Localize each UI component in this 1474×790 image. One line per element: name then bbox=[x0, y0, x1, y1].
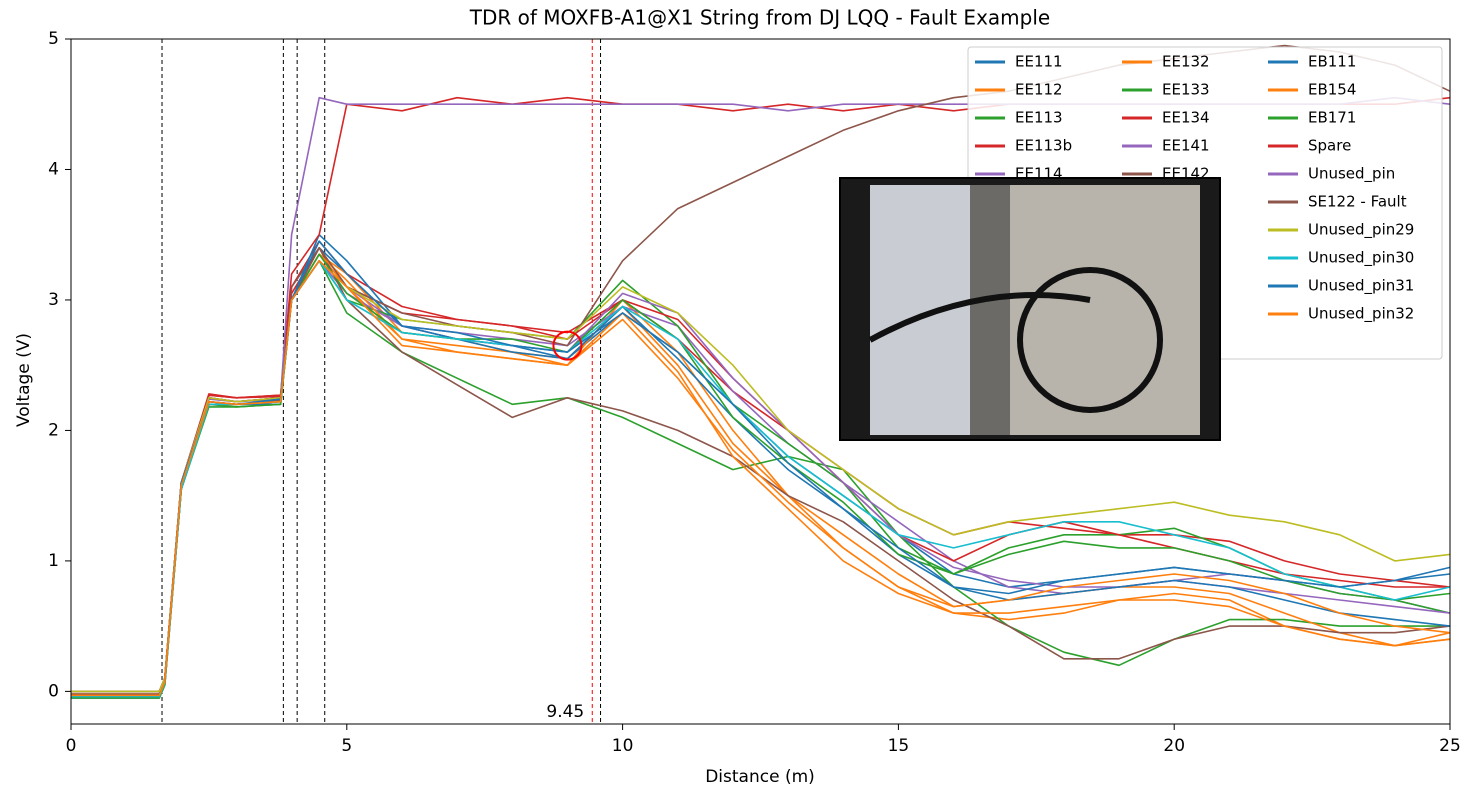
legend-label: Unused_pin32 bbox=[1308, 305, 1414, 324]
x-tick-label: 25 bbox=[1439, 736, 1461, 756]
legend-label: EE134 bbox=[1162, 109, 1210, 127]
x-tick-label: 15 bbox=[888, 736, 910, 756]
x-tick-label: 0 bbox=[66, 736, 77, 756]
photo-device bbox=[870, 185, 970, 435]
legend-label: EE141 bbox=[1162, 137, 1210, 155]
legend-label: EB154 bbox=[1308, 81, 1356, 99]
legend-label: EB171 bbox=[1308, 109, 1356, 127]
series-line bbox=[71, 260, 1451, 698]
inset-photo bbox=[839, 177, 1221, 441]
y-tick-label: 0 bbox=[48, 681, 59, 701]
highlight-circle bbox=[552, 330, 583, 361]
x-tick-label: 20 bbox=[1163, 736, 1185, 756]
chart-title: TDR of MOXFB-A1@X1 String from DJ LQQ - … bbox=[469, 6, 1050, 30]
legend-label: EE113 bbox=[1015, 109, 1063, 127]
legend-label: Unused_pin29 bbox=[1308, 221, 1414, 240]
y-tick-label: 2 bbox=[48, 420, 59, 440]
legend-label: EB111 bbox=[1308, 53, 1356, 71]
legend-label: Spare bbox=[1308, 137, 1351, 155]
legend-label: EE111 bbox=[1015, 53, 1063, 71]
x-tick-label: 5 bbox=[341, 736, 352, 756]
legend-label: EE112 bbox=[1015, 81, 1063, 99]
y-tick-label: 3 bbox=[48, 290, 59, 310]
marker-label: 9.45 bbox=[546, 702, 584, 722]
x-tick-label: 10 bbox=[612, 736, 634, 756]
legend-label: EE133 bbox=[1162, 81, 1210, 99]
legend-label: Unused_pin bbox=[1308, 165, 1395, 184]
legend-label: EE132 bbox=[1162, 53, 1210, 71]
y-tick-label: 4 bbox=[48, 159, 59, 179]
legend-label: Unused_pin30 bbox=[1308, 249, 1414, 268]
legend-label: Unused_pin31 bbox=[1308, 277, 1414, 296]
y-tick-label: 5 bbox=[48, 29, 59, 49]
photo-box bbox=[1010, 185, 1200, 435]
x-axis-label: Distance (m) bbox=[705, 767, 815, 787]
y-tick-label: 1 bbox=[48, 551, 59, 571]
legend-label: SE122 - Fault bbox=[1308, 193, 1407, 211]
legend-label: EE113b bbox=[1015, 137, 1072, 155]
series-line bbox=[71, 253, 1451, 699]
photo-cable bbox=[868, 292, 1091, 343]
axes-frame bbox=[70, 38, 1451, 725]
photo-cable bbox=[1017, 267, 1163, 413]
series-line bbox=[71, 260, 1451, 697]
y-axis-label: Voltage (V) bbox=[14, 333, 34, 427]
series-line bbox=[71, 260, 1451, 693]
